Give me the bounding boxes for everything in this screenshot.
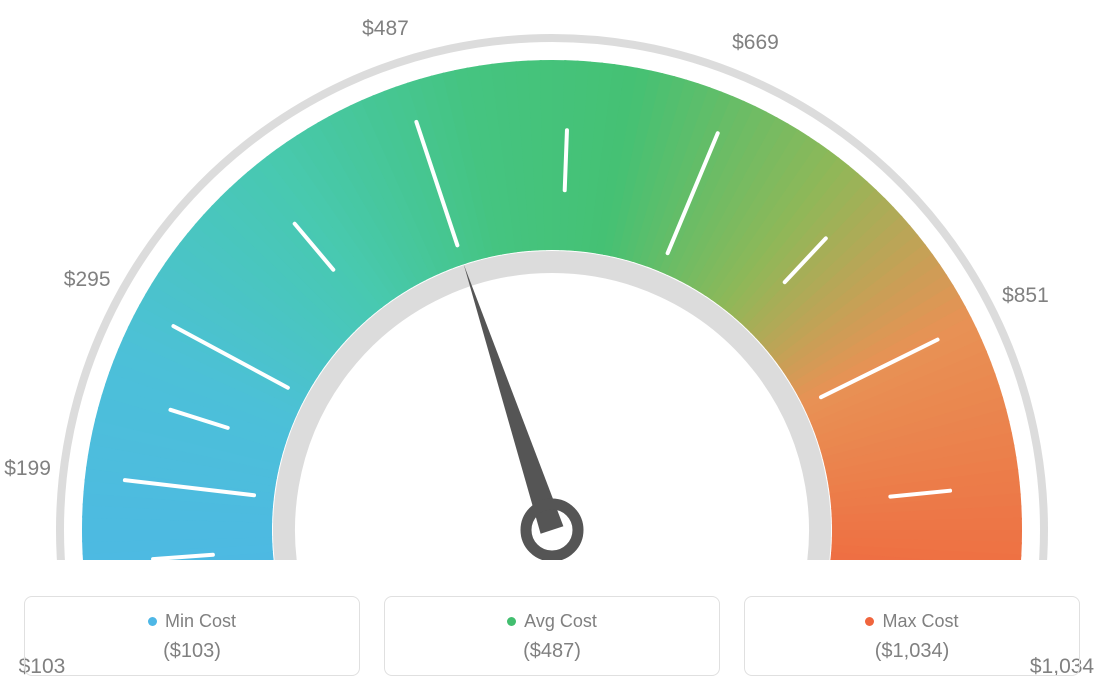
dot-icon	[148, 617, 157, 626]
legend-box-max: Max Cost ($1,034)	[744, 596, 1080, 676]
legend-label: Min Cost	[165, 611, 236, 632]
gauge-tick-label: $199	[4, 457, 51, 481]
dot-icon	[507, 617, 516, 626]
gauge-tick-label: $669	[732, 31, 779, 55]
gauge-tick-label: $295	[64, 268, 111, 292]
legend-box-avg: Avg Cost ($487)	[384, 596, 720, 676]
legend-value: ($487)	[397, 640, 707, 663]
legend-value: ($103)	[37, 640, 347, 663]
legend-box-min: Min Cost ($103)	[24, 596, 360, 676]
legend-label: Max Cost	[882, 611, 958, 632]
legend-label: Avg Cost	[524, 611, 597, 632]
legend-row: Min Cost ($103) Avg Cost ($487) Max Cost…	[24, 596, 1080, 676]
dot-icon	[865, 617, 874, 626]
gauge-tick-label: $851	[1002, 284, 1049, 308]
gauge-svg	[0, 0, 1104, 560]
cost-gauge-chart: $103$199$295$487$669$851$1,034	[0, 0, 1104, 560]
gauge-tick-label: $487	[362, 17, 409, 41]
legend-value: ($1,034)	[757, 640, 1067, 663]
